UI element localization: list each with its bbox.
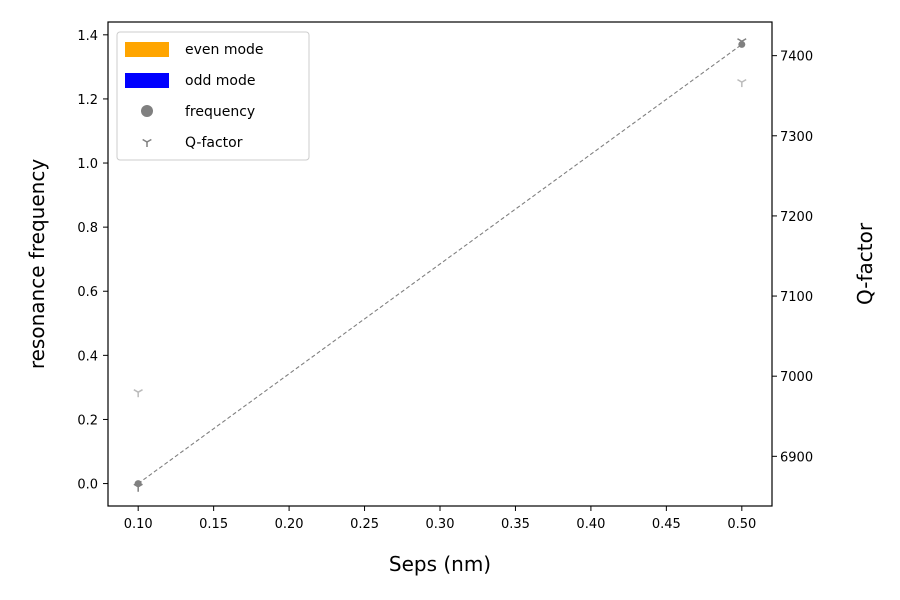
y2-tick-label: 6900 [780,450,813,465]
plot-area [133,38,747,492]
y-tick-label: 0.6 [77,285,98,300]
legend-entry: frequency [141,104,255,120]
x-tick-label: 0.15 [199,517,228,532]
x-tick-label: 0.35 [501,517,530,532]
legend-entry: even mode [125,42,264,58]
x-tick-label: 0.30 [426,517,455,532]
x-tick-label: 0.10 [124,517,153,532]
legend-label: Q-factor [185,135,243,151]
y2-tick-label: 7200 [780,210,813,225]
q-factor-point [737,78,747,88]
legend-entry: Q-factor [142,135,243,151]
q-factor-point [133,389,143,398]
y2-tick-label: 7100 [780,290,813,305]
y2-tick-label: 7300 [780,130,813,145]
y-axis-title: resonance frequency [25,159,49,369]
legend-entry: odd mode [125,73,256,89]
x-axis-title: Seps (nm) [389,552,491,576]
legend-label: frequency [185,104,255,120]
y-tick-label: 1.0 [77,157,98,172]
y-tick-label: 1.4 [77,29,98,44]
legend-swatch [125,73,169,88]
axes: 0.10 0.15 0.20 0.25 0.30 0.35 0.40 0.45 0.50 0.0 0… [77,29,813,532]
y2-tick-label: 7000 [780,370,813,385]
y-tick-label: 0.8 [77,221,98,236]
y-tick-label: 1.2 [77,93,98,108]
y-tick-label: 0.4 [77,349,98,364]
y2-axis-title: Q-factor [853,222,877,305]
q-factor-point [142,138,152,147]
x-tick-label: 0.25 [350,517,379,532]
q-factor-point [133,483,143,492]
legend-marker-circle [141,105,153,117]
q-factor-point [737,38,747,47]
x-tick-label: 0.20 [275,517,304,532]
frequency-line [137,43,743,485]
legend-box [116,31,310,161]
legend-swatch [125,42,169,57]
y-tick-label: 0.2 [77,413,98,428]
legend-label: even mode [185,42,264,58]
x-tick-label: 0.50 [727,517,756,532]
legend: even mode odd mode frequency Q-factor [116,31,310,161]
legend-label: odd mode [185,73,256,89]
x-tick-label: 0.40 [576,517,605,532]
y2-tick-label: 7400 [780,50,813,65]
y-tick-label: 0.0 [77,478,98,493]
x-tick-label: 0.45 [652,517,681,532]
